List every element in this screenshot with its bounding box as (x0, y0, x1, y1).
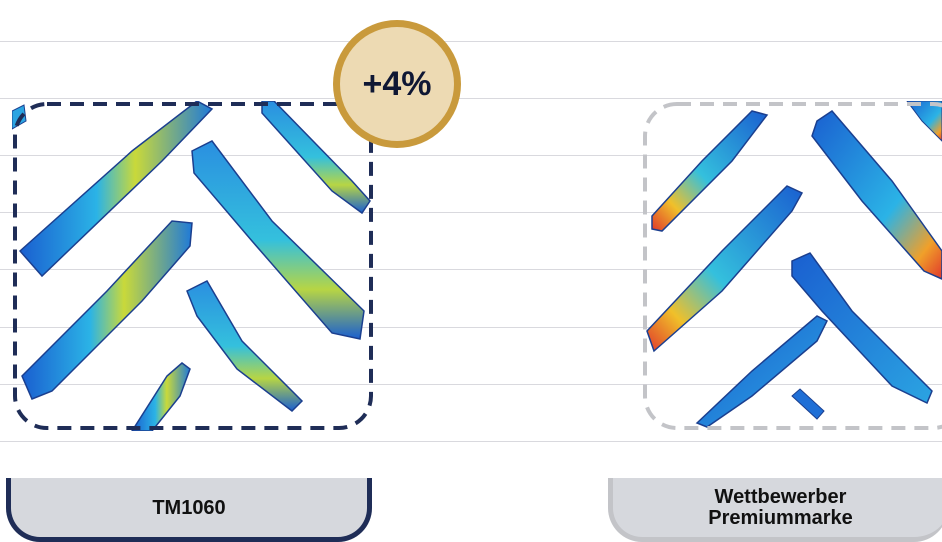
tread-bar (791, 252, 933, 405)
tm1060-label: TM1060 (6, 478, 372, 542)
competitor-footprint-panel (642, 101, 942, 431)
tread-bar (646, 185, 804, 353)
tread-bar (651, 110, 769, 232)
grid-line (0, 441, 942, 442)
grid-line (0, 98, 942, 99)
tread-bar (18, 101, 214, 278)
tm1060-label-text: TM1060 (152, 496, 226, 519)
tread-bar (186, 280, 304, 412)
grid-line (0, 41, 942, 42)
competitor-label-line1: Wettbewerber (714, 485, 847, 508)
competitor-label-line2: Premiummarke (708, 506, 853, 529)
grid-line (0, 384, 942, 385)
tread-bar (811, 110, 942, 280)
percentage-badge-text: +4% (362, 64, 432, 103)
tread-bar (906, 101, 942, 142)
tread-bar (695, 315, 829, 428)
tread-bar (261, 101, 371, 215)
grid-line (0, 155, 942, 156)
tread-bar (21, 220, 193, 400)
grid-line (0, 327, 942, 328)
competitor-label: Wettbewerber Premiummarke (608, 478, 942, 542)
tread-bar (791, 388, 825, 420)
tread-bar (131, 362, 191, 431)
tm1060-footprint-panel (12, 101, 374, 431)
tread-bar (191, 140, 365, 340)
grid-line (0, 212, 942, 213)
grid-line (0, 269, 942, 270)
percentage-badge-icon (333, 20, 461, 148)
